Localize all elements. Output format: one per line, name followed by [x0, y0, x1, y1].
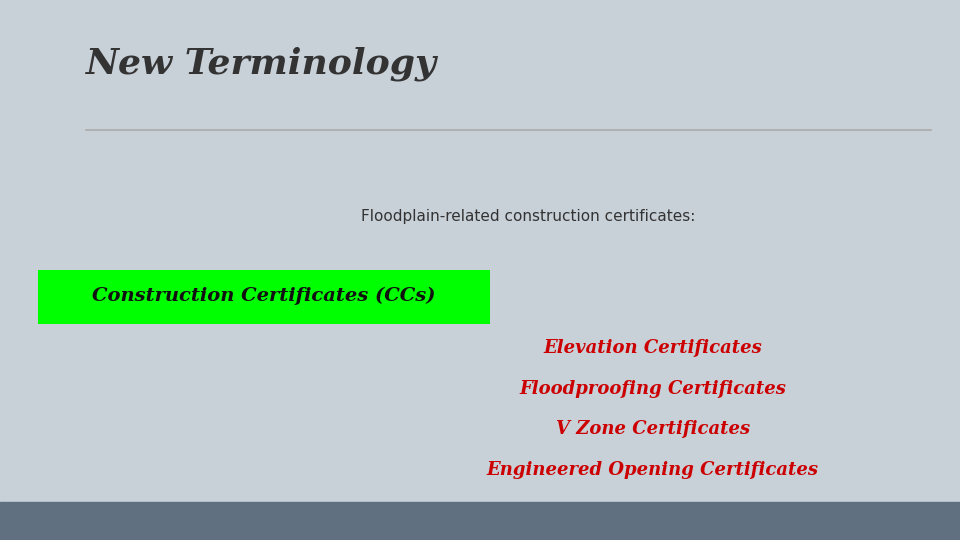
FancyBboxPatch shape	[38, 270, 490, 324]
Text: Floodplain-related construction certificates:: Floodplain-related construction certific…	[361, 208, 695, 224]
Text: Elevation Certificates: Elevation Certificates	[543, 339, 762, 357]
Text: Construction Certificates (CCs): Construction Certificates (CCs)	[92, 287, 436, 305]
Text: Floodproofing Certificates: Floodproofing Certificates	[519, 380, 786, 398]
Text: Engineered Opening Certificates: Engineered Opening Certificates	[487, 461, 819, 479]
Text: V Zone Certificates: V Zone Certificates	[556, 420, 750, 438]
Text: New Terminology: New Terminology	[86, 46, 438, 81]
Bar	[0, 502, 960, 540]
